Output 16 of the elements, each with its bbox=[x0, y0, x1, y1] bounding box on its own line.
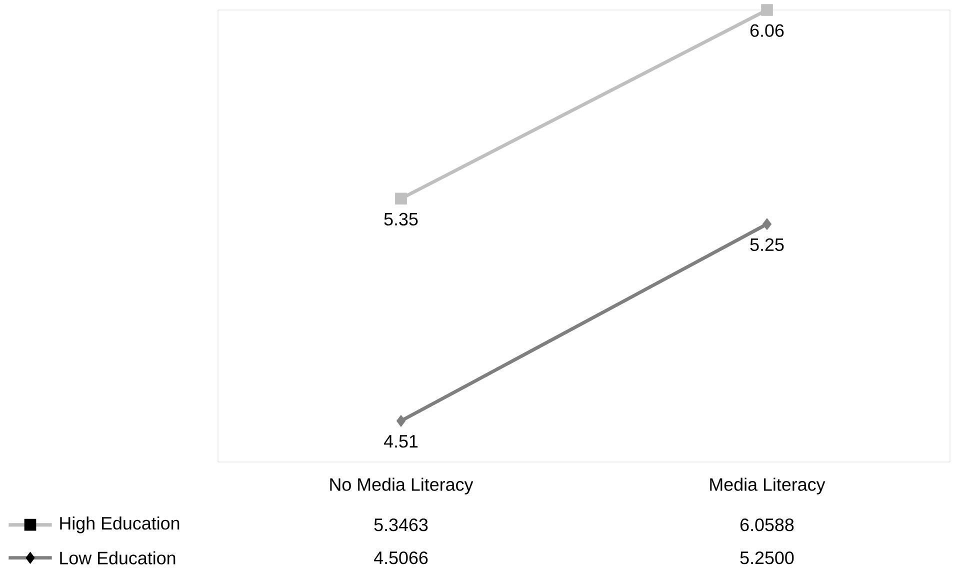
data-label: 4.5066 bbox=[374, 551, 428, 564]
annotation: 4.51 bbox=[384, 435, 418, 448]
legend-label: Low Education bbox=[60, 551, 176, 564]
data-label: 5.2500 bbox=[740, 551, 794, 564]
x-tick-label: Media Literacy bbox=[710, 478, 826, 494]
annotation: 5.35 bbox=[384, 212, 418, 226]
data-label: 6.0588 bbox=[740, 518, 794, 532]
annotation: 6.06 bbox=[750, 24, 784, 37]
legend-label: High Education bbox=[60, 516, 180, 534]
annotation: 5.25 bbox=[750, 238, 784, 252]
point bbox=[395, 192, 407, 205]
point bbox=[396, 415, 406, 427]
point bbox=[761, 4, 773, 16]
x-tick-label: No Media Literacy bbox=[330, 478, 474, 494]
data-label: 5.3463 bbox=[374, 518, 428, 532]
point bbox=[762, 218, 772, 230]
